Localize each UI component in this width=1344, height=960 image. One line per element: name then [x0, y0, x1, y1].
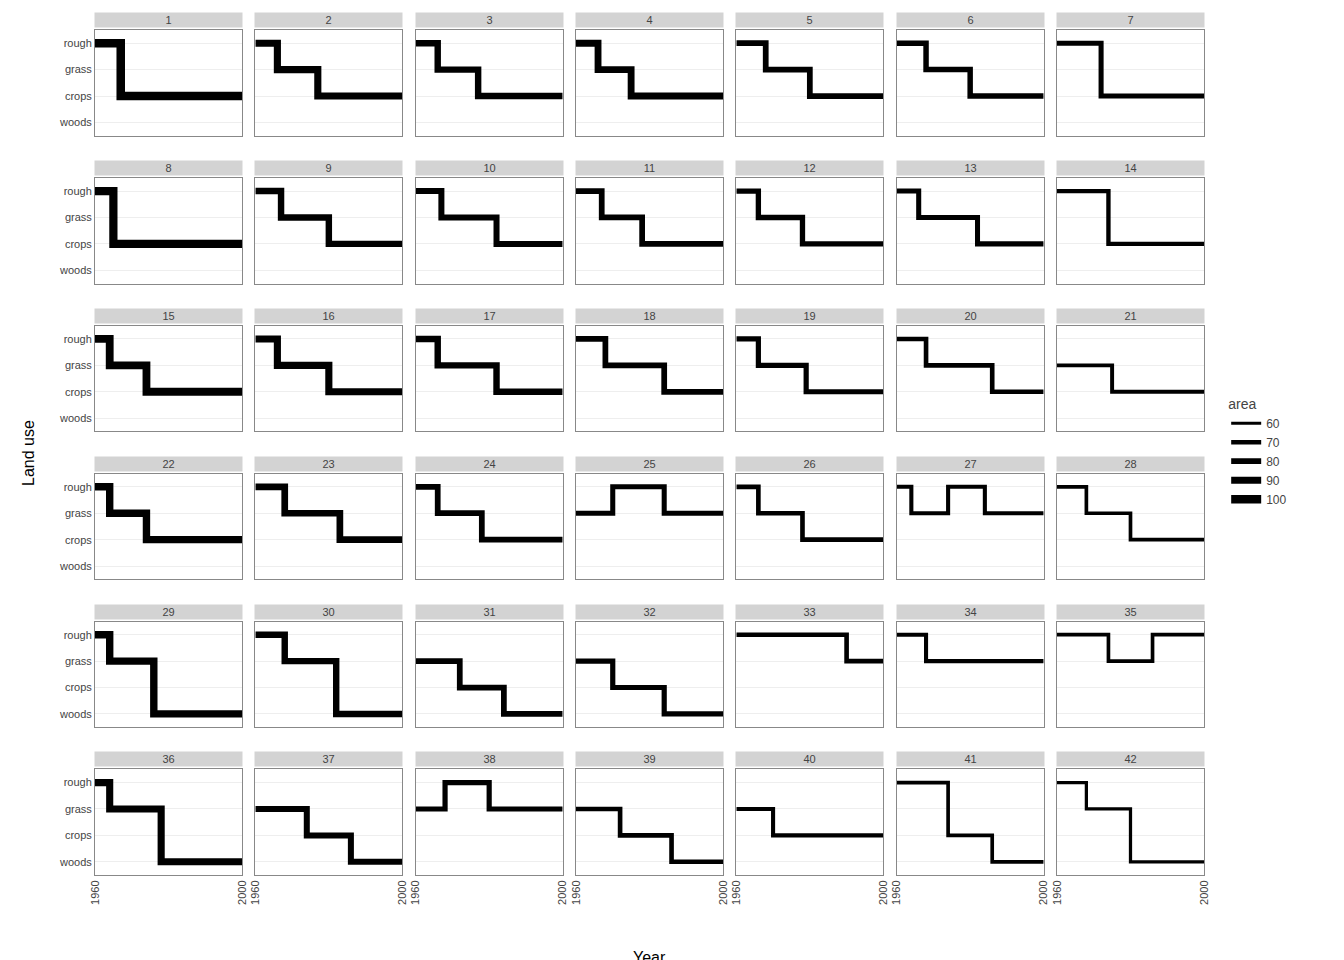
svg-text:rough: rough [64, 185, 92, 197]
svg-text:grass: grass [65, 507, 92, 519]
svg-text:13: 13 [964, 162, 976, 174]
svg-text:1960: 1960 [890, 880, 902, 904]
svg-text:woods: woods [59, 560, 92, 572]
svg-text:2000: 2000 [877, 880, 889, 904]
svg-text:3: 3 [486, 14, 492, 26]
svg-text:7: 7 [1127, 14, 1133, 26]
svg-text:34: 34 [964, 606, 976, 618]
svg-text:crops: crops [65, 533, 92, 545]
svg-text:2000: 2000 [1198, 880, 1210, 904]
svg-text:37: 37 [322, 753, 334, 765]
svg-text:woods: woods [59, 116, 92, 128]
svg-text:1960: 1960 [1051, 880, 1063, 904]
svg-text:1960: 1960 [730, 880, 742, 904]
svg-text:17: 17 [483, 310, 495, 322]
svg-text:26: 26 [803, 458, 815, 470]
svg-text:42: 42 [1124, 753, 1136, 765]
svg-text:grass: grass [65, 63, 92, 75]
svg-text:woods: woods [59, 264, 92, 276]
svg-text:28: 28 [1124, 458, 1136, 470]
svg-text:1: 1 [165, 14, 171, 26]
svg-text:4: 4 [646, 14, 652, 26]
svg-text:2000: 2000 [236, 880, 248, 904]
svg-text:36: 36 [162, 753, 174, 765]
svg-text:10: 10 [483, 162, 495, 174]
svg-text:35: 35 [1124, 606, 1136, 618]
svg-text:1960: 1960 [249, 880, 261, 904]
svg-text:21: 21 [1124, 310, 1136, 322]
svg-text:90: 90 [1266, 474, 1280, 488]
svg-text:1960: 1960 [89, 880, 101, 904]
svg-text:25: 25 [643, 458, 655, 470]
svg-text:rough: rough [64, 37, 92, 49]
svg-text:14: 14 [1124, 162, 1136, 174]
svg-text:grass: grass [65, 803, 92, 815]
svg-text:29: 29 [162, 606, 174, 618]
svg-text:27: 27 [964, 458, 976, 470]
svg-text:39: 39 [643, 753, 655, 765]
svg-text:24: 24 [483, 458, 495, 470]
svg-text:5: 5 [806, 14, 812, 26]
svg-text:80: 80 [1266, 455, 1280, 469]
svg-text:area: area [1228, 396, 1256, 412]
svg-text:2000: 2000 [396, 880, 408, 904]
svg-text:100: 100 [1266, 493, 1286, 507]
svg-text:2000: 2000 [717, 880, 729, 904]
svg-text:grass: grass [65, 211, 92, 223]
svg-text:rough: rough [64, 333, 92, 345]
svg-text:40: 40 [803, 753, 815, 765]
svg-text:crops: crops [65, 829, 92, 841]
svg-text:crops: crops [65, 386, 92, 398]
svg-text:2000: 2000 [556, 880, 568, 904]
svg-text:30: 30 [322, 606, 334, 618]
svg-text:woods: woods [59, 412, 92, 424]
svg-text:20: 20 [964, 310, 976, 322]
svg-text:70: 70 [1266, 436, 1280, 450]
svg-text:9: 9 [325, 162, 331, 174]
svg-text:41: 41 [964, 753, 976, 765]
svg-text:2: 2 [325, 14, 331, 26]
svg-text:19: 19 [803, 310, 815, 322]
svg-text:22: 22 [162, 458, 174, 470]
svg-text:crops: crops [65, 90, 92, 102]
svg-text:12: 12 [803, 162, 815, 174]
svg-text:32: 32 [643, 606, 655, 618]
svg-text:38: 38 [483, 753, 495, 765]
svg-text:31: 31 [483, 606, 495, 618]
svg-text:11: 11 [644, 162, 655, 174]
svg-text:33: 33 [803, 606, 815, 618]
svg-text:1960: 1960 [409, 880, 421, 904]
svg-text:crops: crops [65, 681, 92, 693]
svg-text:rough: rough [64, 629, 92, 641]
svg-text:rough: rough [64, 776, 92, 788]
svg-text:6: 6 [967, 14, 973, 26]
svg-text:15: 15 [162, 310, 174, 322]
svg-text:Land use: Land use [20, 420, 37, 486]
svg-text:18: 18 [643, 310, 655, 322]
svg-text:8: 8 [165, 162, 171, 174]
svg-text:Year: Year [633, 949, 666, 960]
svg-text:crops: crops [65, 238, 92, 250]
svg-text:1960: 1960 [570, 880, 582, 904]
svg-text:woods: woods [59, 708, 92, 720]
svg-text:60: 60 [1266, 417, 1280, 431]
svg-text:woods: woods [59, 856, 92, 868]
svg-text:16: 16 [322, 310, 334, 322]
svg-text:grass: grass [65, 359, 92, 371]
svg-text:2000: 2000 [1037, 880, 1049, 904]
svg-text:grass: grass [65, 655, 92, 667]
svg-text:rough: rough [64, 481, 92, 493]
svg-text:23: 23 [322, 458, 334, 470]
